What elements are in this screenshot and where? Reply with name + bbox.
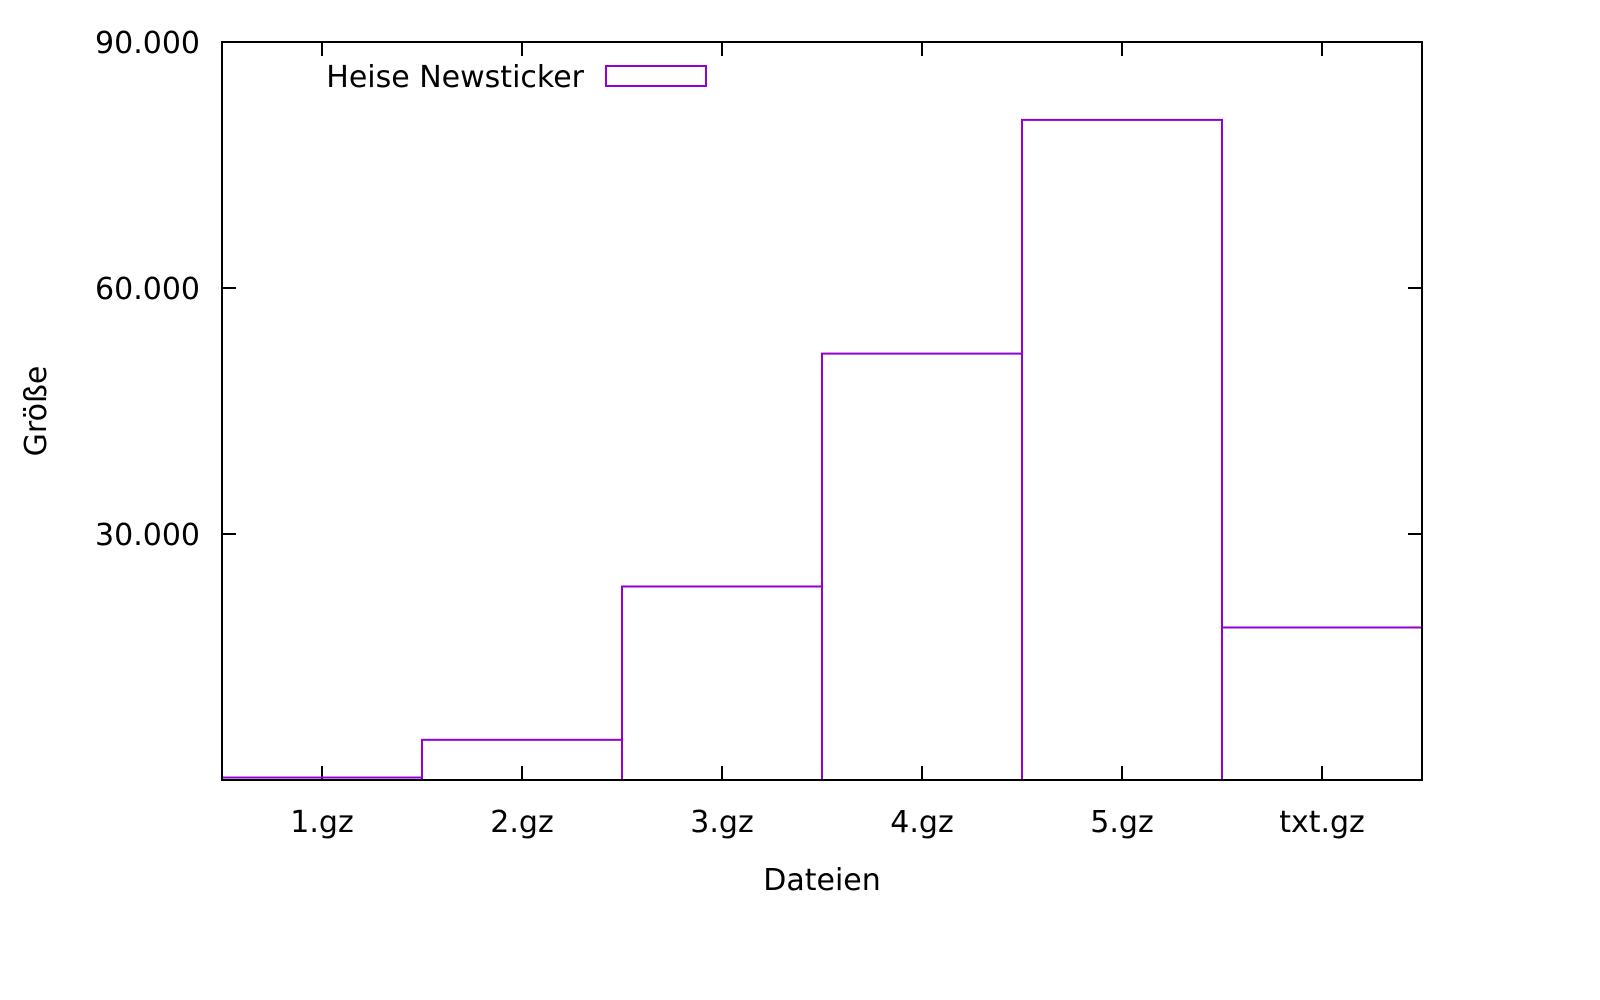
bar-4-gz	[821, 352, 1023, 781]
bar-txt-gz	[1221, 626, 1423, 781]
legend-swatch	[605, 65, 707, 87]
x-tick-labels: 1.gz 2.gz 3.gz 4.gz 5.gz txt.gz	[290, 805, 1365, 840]
x-tick-label: 2.gz	[490, 805, 553, 840]
plot-frame	[221, 41, 1423, 781]
bars	[221, 118, 1423, 782]
bar-3-gz	[621, 585, 823, 781]
x-tick-label: 1.gz	[290, 805, 353, 840]
x-tick-label: 3.gz	[690, 805, 753, 840]
x-tick-label: 4.gz	[890, 805, 953, 840]
x-tick-label: 5.gz	[1090, 805, 1153, 840]
y-axis-title: Größe	[19, 366, 54, 457]
y-tick-labels: 30.000 60.000 90.000	[95, 26, 200, 553]
legend: Heise Newsticker	[326, 60, 707, 95]
bar-5-gz	[1021, 118, 1223, 781]
legend-label: Heise Newsticker	[326, 60, 584, 95]
y-tick-label: 30.000	[95, 518, 200, 553]
x-tick-label: txt.gz	[1279, 805, 1365, 840]
y-tick-label: 90.000	[95, 26, 200, 61]
x-axis-title: Dateien	[763, 863, 881, 898]
y-tick-label: 60.000	[95, 272, 200, 307]
